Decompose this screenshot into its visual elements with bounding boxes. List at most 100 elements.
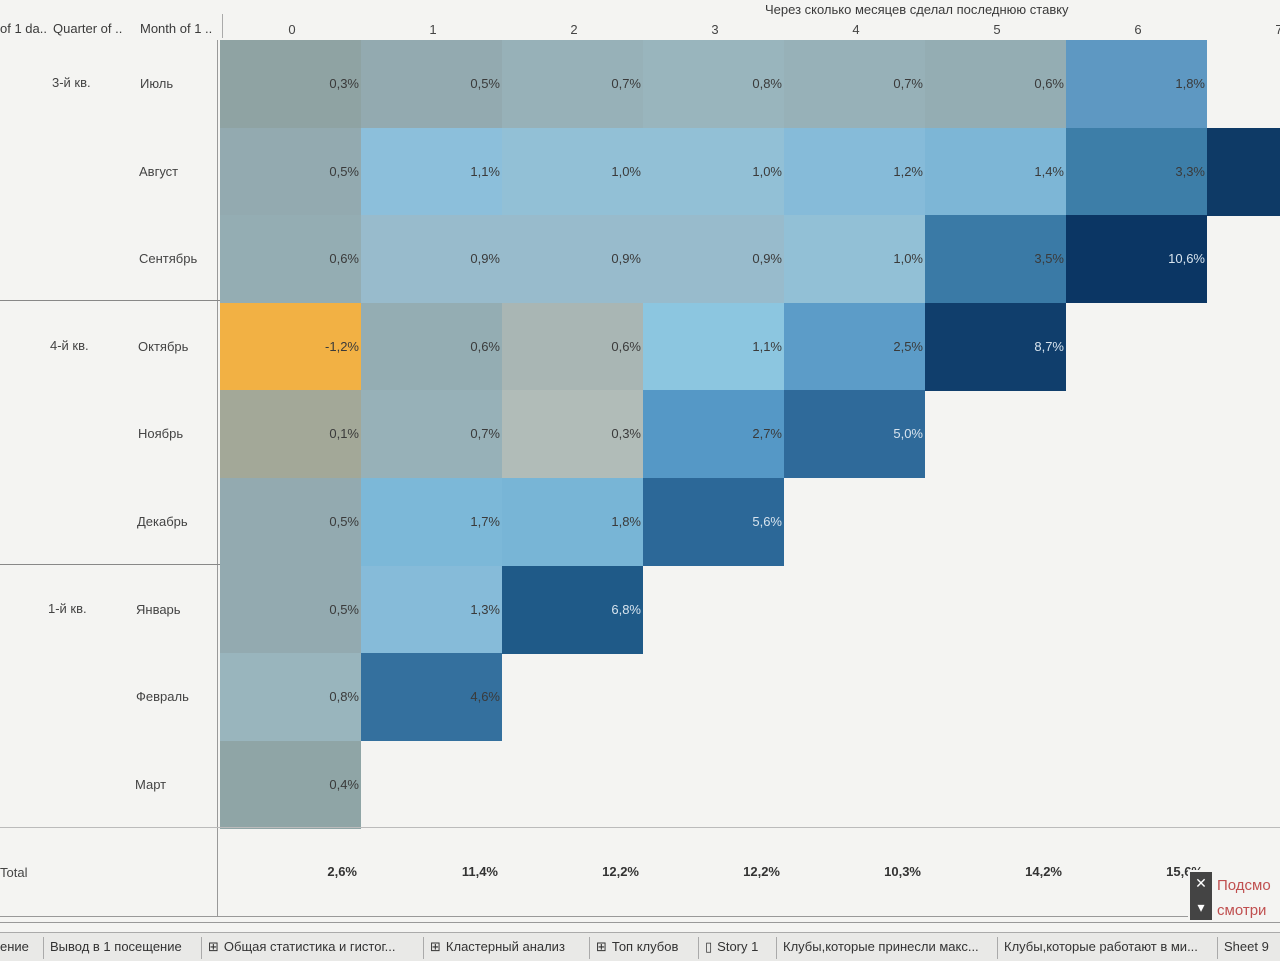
sheet-tab[interactable]: Клубы,которые работают в ми... <box>1004 939 1198 954</box>
heatmap-cell[interactable] <box>361 215 502 304</box>
total-label: Total <box>0 865 28 880</box>
close-icon[interactable]: ✕ <box>1190 872 1212 896</box>
heatmap-cell[interactable] <box>361 127 502 216</box>
heatmap-cell[interactable] <box>220 653 361 742</box>
heatmap-cell[interactable] <box>502 478 643 567</box>
cell-value: 0,4% <box>329 776 359 792</box>
month-label: Сентябрь <box>139 251 198 267</box>
heatmap-cell[interactable] <box>220 478 361 567</box>
dashboard-icon: ⊞ <box>596 940 607 955</box>
sheet-tab[interactable]: Sheet 9 <box>1224 939 1269 954</box>
heatmap-cell[interactable] <box>220 740 361 829</box>
heatmap-cell[interactable] <box>502 390 643 479</box>
month-label: Январь <box>136 601 181 617</box>
heatmap-cell[interactable] <box>220 127 361 216</box>
heatmap-cell[interactable] <box>220 40 361 129</box>
sheet-tab[interactable]: ▯ Story 1 <box>705 939 758 955</box>
cell-value: 1,0% <box>893 251 923 267</box>
header-date-column[interactable]: of 1 da.. <box>0 21 47 36</box>
heatmap-cell[interactable] <box>925 215 1066 304</box>
cell-value: 8,7% <box>1034 338 1064 354</box>
total-value: 10,3% <box>884 864 921 879</box>
sheet-tab[interactable]: Клубы,которые принесли макс... <box>783 939 979 954</box>
cell-value: 1,7% <box>470 514 500 529</box>
heatmap-cell[interactable] <box>361 302 502 391</box>
heatmap-cell[interactable] <box>1066 215 1207 304</box>
sheet-tab[interactable]: ⊞ Кластерный анализ <box>430 939 565 955</box>
heatmap-cell[interactable] <box>925 127 1066 216</box>
heatmap-cell[interactable] <box>502 40 643 129</box>
sheet-tab[interactable]: ение <box>0 939 29 954</box>
quarter-separator <box>0 300 220 301</box>
cell-value: 1,8% <box>1175 76 1205 91</box>
heatmap-cell[interactable] <box>220 565 361 654</box>
chevron-down-icon[interactable]: ▾ <box>1190 896 1212 920</box>
heatmap-cell[interactable] <box>220 215 361 304</box>
month-label: Июль <box>140 76 174 91</box>
column-header-5: 5 <box>993 22 1001 37</box>
sheet-tab-label: Вывод в 1 посещение <box>50 939 182 954</box>
cell-value: 2,7% <box>752 426 782 442</box>
heatmap-cell[interactable] <box>502 565 643 654</box>
heatmap-cell[interactable] <box>643 127 784 216</box>
heatmap-cell[interactable] <box>784 127 925 216</box>
sheet-tab[interactable]: ⊞ Общая статистика и гистог... <box>208 939 395 955</box>
heatmap-cell[interactable] <box>643 390 784 479</box>
cell-value: 0,6% <box>611 338 641 354</box>
total-bottom-line-2 <box>0 922 1280 923</box>
sheet-tab[interactable]: ⊞ Топ клубов <box>596 939 678 955</box>
cell-value: 0,7% <box>470 426 500 442</box>
sheet-tab[interactable]: Вывод в 1 посещение <box>50 939 182 954</box>
cell-value: 0,6% <box>329 251 359 267</box>
header-quarter-column[interactable]: Quarter of .. <box>53 21 123 36</box>
column-header-4: 4 <box>852 22 860 37</box>
cell-value: 3,3% <box>1175 163 1205 179</box>
heatmap-cell[interactable] <box>502 302 643 391</box>
cell-value: 1,2% <box>893 163 923 179</box>
sheet-tab-label: Story 1 <box>717 939 759 954</box>
quarter-label: 4-й кв. <box>50 337 89 353</box>
column-header-2: 2 <box>570 22 578 37</box>
cell-value: 1,0% <box>752 163 782 179</box>
cell-value: 2,5% <box>893 338 923 354</box>
tab-separator <box>43 937 44 959</box>
heatmap-cell[interactable] <box>643 215 784 304</box>
sheet-tabs-bar: ение Вывод в 1 посещение ⊞ Общая статистика… <box>0 932 1280 961</box>
heatmap-cell[interactable] <box>643 40 784 129</box>
cell-value: 4,6% <box>470 689 500 705</box>
dashboard-icon: ⊞ <box>208 940 219 955</box>
header-month-column[interactable]: Month of 1 .. <box>140 21 213 36</box>
heatmap-cell[interactable] <box>1066 127 1207 216</box>
total-bottom-line <box>0 916 1280 917</box>
cell-value: 0,9% <box>752 251 782 267</box>
column-header-0: 0 <box>288 22 296 37</box>
tab-separator <box>423 937 424 959</box>
heatmap-cell[interactable] <box>643 302 784 391</box>
heatmap-cell[interactable] <box>925 40 1066 129</box>
heatmap-cell[interactable] <box>361 653 502 742</box>
heatmap-cell[interactable] <box>925 302 1066 391</box>
heatmap-cell[interactable] <box>220 390 361 479</box>
cell-value: -1,2% <box>325 338 359 354</box>
total-value: 12,2% <box>743 864 780 879</box>
heatmap-cell[interactable] <box>361 478 502 567</box>
cell-value: 1,4% <box>1034 163 1064 179</box>
heatmap-cell[interactable] <box>361 390 502 479</box>
heatmap-cell[interactable] <box>784 215 925 304</box>
cell-value: 1,3% <box>470 601 500 617</box>
cell-value: 0,5% <box>329 514 359 529</box>
heatmap-cell[interactable] <box>784 390 925 479</box>
heatmap-cell[interactable] <box>502 215 643 304</box>
total-value: 12,2% <box>602 864 639 879</box>
row-header-divider <box>217 40 218 916</box>
heatmap-cell[interactable] <box>1066 40 1207 129</box>
heatmap-cell[interactable] <box>643 478 784 567</box>
heatmap-cell[interactable] <box>784 302 925 391</box>
heatmap-cell[interactable] <box>220 302 361 391</box>
heatmap-cell[interactable] <box>1207 127 1280 216</box>
cell-value: 5,6% <box>752 514 782 529</box>
heatmap-cell[interactable] <box>502 127 643 216</box>
heatmap-cell[interactable] <box>361 40 502 129</box>
heatmap-cell[interactable] <box>784 40 925 129</box>
heatmap-cell[interactable] <box>361 565 502 654</box>
